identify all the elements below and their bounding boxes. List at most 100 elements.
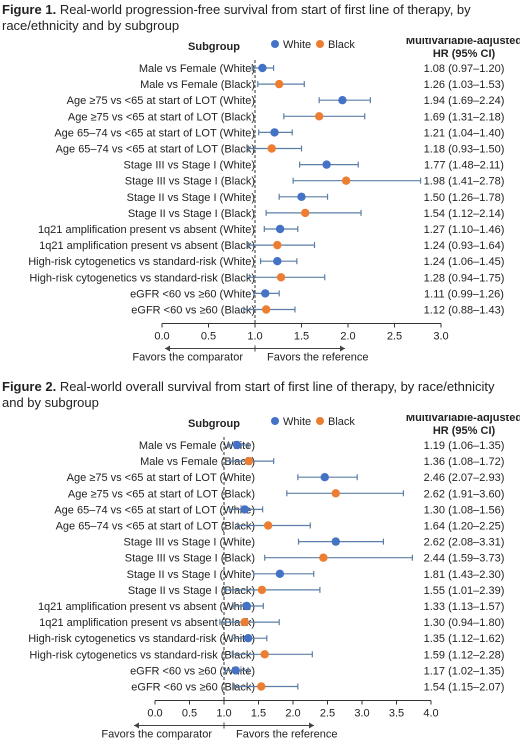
- figure-1-label: Figure 1.: [2, 2, 57, 17]
- hr-value: 1.12 (0.88–1.43): [424, 305, 505, 317]
- favors-comparator-arrowhead: [165, 345, 170, 352]
- hr-value: 1.98 (1.41–2.78): [424, 176, 505, 188]
- x-tick-label: 3.5: [389, 708, 404, 720]
- hr-value: 1.26 (1.03–1.53): [424, 79, 505, 91]
- row-label: High-risk cytogenetics vs standard-risk …: [29, 649, 255, 661]
- hr-point: [267, 144, 276, 153]
- x-tick-label: 2.0: [340, 331, 355, 343]
- hr-value: 1.77 (1.48–2.11): [424, 160, 504, 172]
- hr-value: 1.27 (1.10–1.46): [424, 224, 505, 236]
- subgroup-header: Subgroup: [188, 418, 240, 430]
- row-label: Male vs Female (White): [139, 63, 255, 75]
- hr-point: [331, 489, 340, 498]
- hr-point: [240, 505, 249, 514]
- hr-value: 2.44 (1.59–3.73): [424, 553, 505, 565]
- legend-marker-white: [271, 40, 279, 48]
- hr-point: [322, 160, 331, 169]
- row-label: Male vs Female (Black): [140, 79, 255, 91]
- favors-reference-arrowhead: [309, 722, 314, 729]
- hr-value: 2.62 (2.08–3.31): [424, 537, 505, 549]
- row-label: Age ≥75 vs <65 at start of LOT (White): [67, 472, 255, 484]
- row-label: 1q21 amplification present vs absent (Wh…: [38, 601, 255, 613]
- hr-point: [320, 473, 329, 482]
- hr-value: 1.59 (1.12–2.28): [424, 649, 505, 661]
- x-tick-label: 3.0: [354, 708, 369, 720]
- hr-value: 1.17 (1.02–1.35): [424, 665, 505, 677]
- hr-point: [301, 208, 310, 218]
- row-label: Stage II vs Stage I (White): [127, 192, 255, 204]
- legend-marker-white: [271, 417, 279, 425]
- row-label: Age 65–74 vs <65 at start of LOT (White): [54, 127, 255, 139]
- row-label: Age ≥75 vs <65 at start of LOT (White): [67, 95, 255, 107]
- hr-value: 1.64 (1.20–2.25): [424, 521, 505, 533]
- hr-point: [297, 192, 306, 201]
- hr-point: [261, 289, 270, 298]
- favors-comparator-arrowhead: [134, 722, 139, 729]
- figure-1-title: Figure 1. Real-world progression-free su…: [2, 2, 517, 34]
- hr-value: 1.24 (0.93–1.64): [424, 240, 505, 252]
- hr-point: [258, 63, 267, 73]
- hr-value: 2.46 (2.07–2.93): [424, 472, 505, 484]
- row-label: eGFR <60 vs ≥60 (Black): [131, 305, 255, 317]
- row-label: Age 65–74 vs <65 at start of LOT (White): [54, 504, 255, 516]
- x-tick-label: 0.5: [182, 708, 197, 720]
- row-label: Stage III vs Stage I (Black): [125, 176, 255, 188]
- hr-point: [261, 305, 271, 314]
- legend-marker-black: [316, 417, 324, 425]
- hr-value: 2.62 (1.91–3.60): [424, 488, 505, 500]
- row-label: Stage III vs Stage I (White): [124, 537, 255, 549]
- row-label: Male vs Female (White): [139, 440, 255, 452]
- hr-point: [231, 666, 240, 675]
- hr-header-line1: Multivariable-adjusted: [406, 38, 520, 47]
- hr-value: 1.11 (0.99–1.26): [424, 288, 504, 300]
- legend-label-black: Black: [328, 416, 355, 428]
- hr-value: 1.69 (1.31–2.18): [424, 111, 505, 123]
- hr-point: [260, 650, 269, 659]
- x-tick-label: 2.5: [320, 708, 335, 720]
- x-tick-label: 2.5: [387, 331, 402, 343]
- hr-point: [244, 456, 254, 466]
- hr-value: 1.54 (1.12–2.14): [424, 208, 505, 220]
- hr-point: [257, 682, 266, 691]
- row-label: 1q21 amplification present vs absent (Bl…: [39, 617, 255, 629]
- legend-label-white: White: [283, 416, 311, 428]
- hr-point: [242, 601, 251, 611]
- hr-value: 1.30 (1.08–1.56): [424, 504, 505, 516]
- hr-value: 1.33 (1.13–1.57): [424, 601, 505, 613]
- hr-value: 1.55 (1.01–2.39): [424, 585, 505, 597]
- hr-header-line2: HR (95% CI): [433, 48, 496, 60]
- hr-point: [243, 634, 253, 643]
- x-tick-label: 0.0: [147, 708, 162, 720]
- hr-header-line1: Multivariable-adjusted: [406, 415, 520, 424]
- row-label: High-risk cytogenetics vs standard-risk …: [29, 272, 255, 284]
- row-label: Age ≥75 vs <65 at start of LOT (Black): [68, 488, 255, 500]
- hr-header-line2: HR (95% CI): [433, 425, 496, 437]
- hr-point: [263, 521, 273, 530]
- hr-value: 1.08 (0.97–1.20): [424, 63, 505, 75]
- figure-2-label: Figure 2.: [2, 379, 57, 394]
- hr-value: 1.54 (1.15–2.07): [424, 682, 505, 694]
- legend-label-black: Black: [328, 39, 355, 51]
- x-tick-label: 0.5: [201, 331, 216, 343]
- figure-1: Figure 1. Real-world progression-free su…: [0, 0, 520, 372]
- hr-point: [274, 79, 284, 89]
- hr-point: [275, 569, 285, 578]
- hr-value: 1.19 (1.06–1.35): [424, 440, 505, 452]
- x-tick-label: 1.0: [247, 331, 262, 343]
- hr-point: [240, 617, 249, 627]
- x-tick-label: 2.0: [285, 708, 300, 720]
- hr-point: [232, 440, 242, 450]
- hr-point: [273, 257, 282, 266]
- row-label: Stage II vs Stage I (Black): [128, 208, 255, 220]
- row-label: eGFR <60 vs ≥60 (White): [130, 288, 255, 300]
- row-label: High-risk cytogenetics vs standard-risk …: [28, 256, 255, 268]
- row-label: eGFR <60 vs ≥60 (Black): [131, 682, 255, 694]
- hr-value: 1.28 (0.94–1.75): [424, 272, 505, 284]
- hr-value: 1.18 (0.93–1.50): [424, 144, 505, 156]
- hr-point: [273, 240, 282, 250]
- hr-value: 1.36 (1.08–1.72): [424, 456, 505, 468]
- hr-point: [276, 273, 286, 282]
- hr-point: [341, 176, 351, 185]
